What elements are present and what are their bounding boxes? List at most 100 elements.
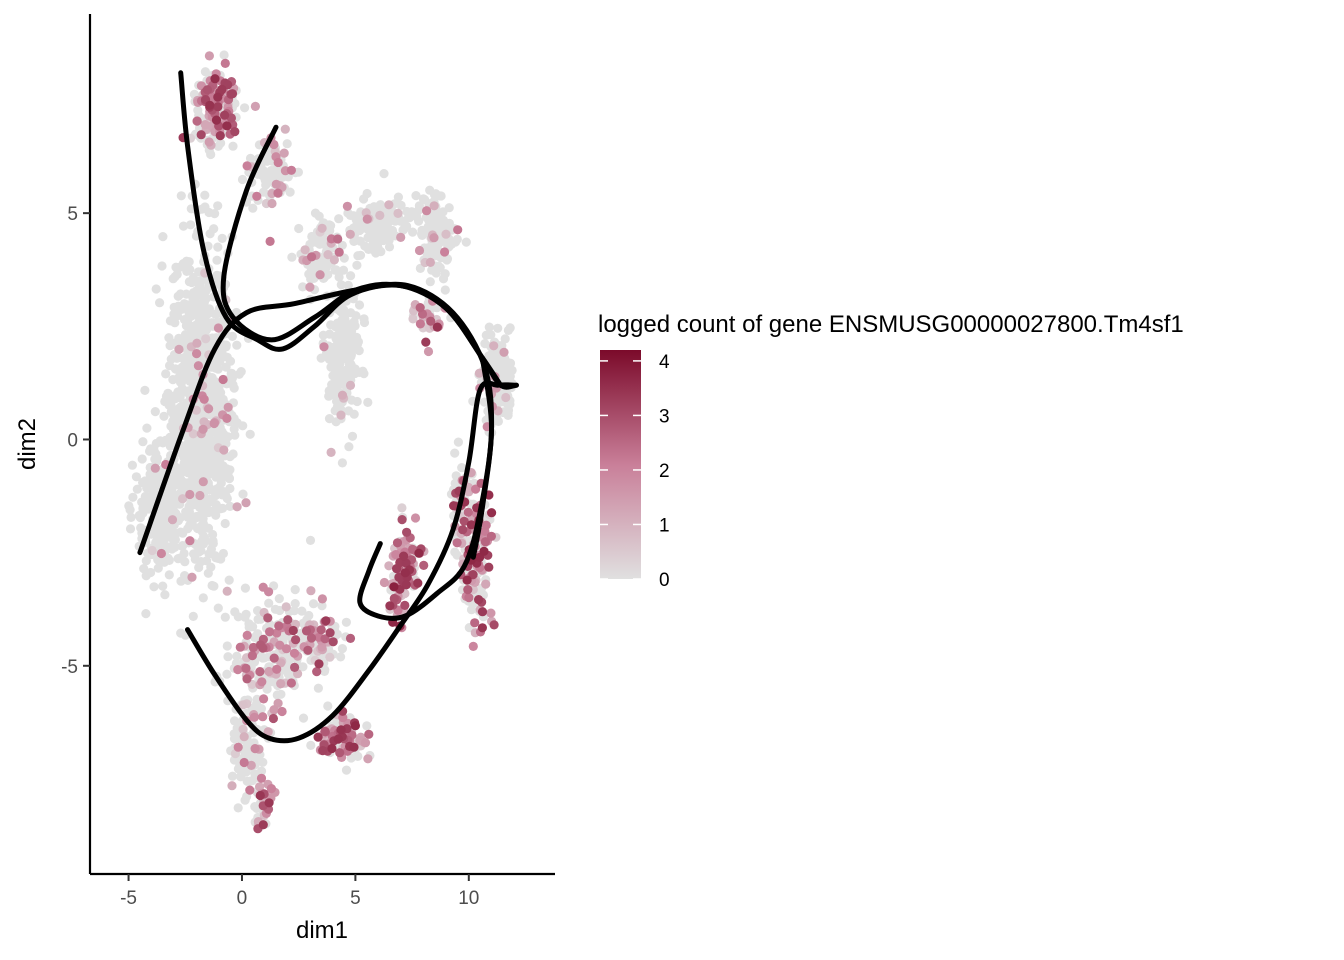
cell-point	[323, 250, 333, 260]
cell-point	[290, 585, 300, 595]
cell-point	[419, 560, 429, 571]
cell-point	[411, 191, 421, 201]
cell-point	[126, 512, 136, 523]
cell-point	[189, 298, 199, 308]
cell-point	[444, 203, 454, 213]
cell-point	[493, 323, 503, 333]
cell-point	[211, 510, 221, 520]
cell-point	[347, 431, 358, 441]
cell-point	[178, 494, 188, 504]
cell-point	[192, 338, 202, 348]
cell-point	[222, 641, 232, 651]
cell-point	[180, 330, 191, 340]
cell-point	[344, 442, 354, 452]
x-tick-label: 5	[350, 888, 361, 909]
cell-point	[237, 174, 248, 185]
cell-point	[220, 612, 230, 622]
cell-point	[428, 246, 438, 256]
cell-point	[221, 362, 231, 372]
cell-point	[327, 743, 337, 754]
cell-point	[218, 374, 228, 385]
cell-point	[224, 575, 234, 585]
cell-point	[170, 318, 180, 328]
cell-point	[384, 561, 394, 571]
cell-point	[349, 334, 359, 344]
cell-point	[453, 225, 463, 235]
cell-point	[331, 265, 341, 275]
cell-point	[184, 464, 194, 474]
cell-point	[191, 405, 201, 415]
cell-point	[326, 447, 336, 457]
cell-point	[364, 729, 374, 739]
cell-point	[345, 229, 355, 239]
cell-point	[264, 798, 274, 808]
legend-ticks: 0 1 2 3 4	[600, 352, 670, 591]
cell-point	[425, 185, 435, 195]
cell-point	[157, 261, 167, 271]
cell-point	[354, 300, 365, 310]
cell-point	[201, 334, 211, 344]
cell-point	[209, 418, 219, 429]
cell-point	[422, 206, 432, 216]
cell-point	[350, 721, 360, 731]
cell-point	[298, 282, 308, 292]
cell-point	[306, 740, 316, 751]
cell-point	[464, 593, 474, 603]
x-tick-label: 10	[458, 888, 479, 909]
cell-point	[172, 310, 182, 320]
cell-point	[375, 210, 385, 220]
cell-point	[314, 211, 324, 221]
cell-point	[279, 148, 289, 158]
cell-point	[468, 570, 478, 580]
cell-point	[250, 744, 260, 754]
cell-point	[176, 191, 186, 201]
cell-point	[185, 489, 195, 500]
cell-point	[258, 820, 268, 830]
cell-point	[187, 572, 197, 582]
cell-point	[256, 773, 267, 783]
cell-point	[320, 665, 330, 675]
cell-point	[180, 456, 191, 466]
cell-point	[334, 272, 344, 282]
cell-point	[265, 627, 275, 637]
cell-point	[248, 203, 258, 213]
cell-point	[317, 223, 327, 233]
cell-point	[217, 427, 227, 437]
cell-point	[346, 271, 356, 281]
cell-point	[421, 337, 431, 347]
cell-point	[259, 653, 269, 663]
cell-point	[407, 207, 417, 217]
cell-point	[214, 482, 224, 493]
cell-point	[146, 567, 156, 578]
cell-point	[400, 221, 411, 231]
cell-point	[195, 290, 205, 300]
cell-point	[167, 544, 177, 554]
cell-point	[312, 667, 322, 677]
cell-point	[238, 724, 248, 734]
cell-point	[429, 201, 439, 211]
cell-point	[142, 423, 152, 433]
cell-point	[305, 535, 316, 546]
cell-point	[503, 410, 513, 420]
cell-point	[176, 576, 186, 586]
cell-point	[267, 198, 277, 209]
cell-point	[174, 406, 184, 416]
cell-point	[489, 341, 499, 351]
cell-point	[155, 298, 165, 308]
cell-point	[360, 241, 370, 251]
cell-point	[463, 585, 473, 595]
cell-point	[408, 227, 418, 237]
cell-point	[213, 141, 223, 151]
cell-point	[137, 454, 147, 464]
cell-point	[262, 684, 272, 694]
cell-point	[414, 201, 424, 211]
cell-point	[415, 319, 425, 329]
cell-point	[250, 101, 260, 111]
cell-point	[325, 628, 335, 638]
cell-point	[324, 386, 334, 396]
cell-point	[484, 562, 494, 572]
cell-point	[449, 501, 459, 511]
cell-point	[501, 392, 511, 403]
cell-point	[164, 570, 174, 580]
cell-point	[220, 518, 230, 529]
